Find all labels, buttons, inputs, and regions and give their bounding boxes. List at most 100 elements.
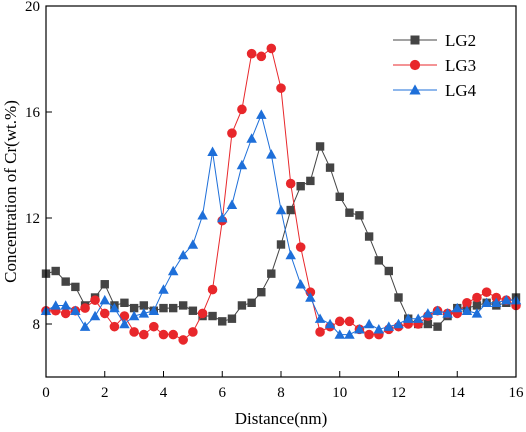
data-point [246,48,257,59]
series-layer [40,43,522,345]
data-point [432,305,443,315]
data-point [266,43,277,54]
data-point [394,293,403,302]
data-point [207,284,218,295]
data-point [296,182,305,191]
data-point [285,249,296,260]
series-lg2 [41,142,521,331]
data-point [51,266,60,276]
data-point [315,142,325,151]
legend-label: LG2 [445,31,476,50]
ticks-layer: 0 2 4 6 8 10 12 14 16 8 12 16 20 [25,0,524,401]
data-point [354,324,365,334]
data-point [90,295,100,305]
data-point [168,303,178,313]
data-point [227,314,237,323]
data-point [501,294,512,305]
data-point [208,311,217,321]
legend-marker [409,59,421,71]
data-point [257,288,266,297]
data-point [139,301,149,310]
data-point [89,310,101,321]
data-point [168,329,178,340]
data-point [120,298,129,307]
data-point [70,305,81,315]
data-point [285,178,296,189]
data-point [178,335,188,345]
data-point [491,297,502,307]
data-point [158,329,169,340]
data-point [267,269,276,278]
data-point [393,318,404,329]
data-point [314,313,326,323]
data-point [226,199,238,209]
data-point [295,279,306,289]
x-tick-label: 0 [42,385,50,401]
legend-marker [410,35,420,45]
data-point [266,149,277,159]
data-point [374,256,384,265]
data-point [158,284,169,294]
data-point [129,303,139,313]
data-point [472,301,482,310]
data-point [50,300,61,310]
data-point [364,232,374,241]
data-point [472,292,482,303]
data-point [237,104,247,115]
data-point [442,308,453,318]
data-point [373,324,385,334]
data-point [481,287,492,298]
y-tick-label: 8 [33,317,41,333]
data-point [128,310,140,321]
data-point [119,318,130,329]
data-point [236,159,248,170]
data-point [461,305,473,315]
data-point [315,327,325,337]
data-point [256,51,267,62]
data-point [237,301,247,310]
data-point [197,308,208,319]
x-tick-label: 16 [509,385,525,401]
data-point [247,298,256,307]
data-point [422,308,434,318]
x-tick-label: 10 [332,385,347,401]
data-point [334,329,345,339]
data-point [149,321,159,332]
legend-label: LG4 [445,81,477,100]
data-point [138,308,150,318]
data-point [324,318,336,329]
data-point [305,292,316,302]
series-lg4 [40,109,522,339]
data-point [325,163,335,172]
data-point [383,321,395,331]
data-point [276,83,286,93]
data-point [246,133,257,143]
data-point [109,302,120,313]
data-point [119,311,130,321]
data-point [197,210,208,220]
x-axis-title: Distance(nm) [235,409,328,428]
data-point [275,204,287,215]
data-point [306,176,315,186]
data-point [188,306,198,315]
y-axis-title: Concentration of Cr(wt.%) [1,100,20,283]
data-point [100,280,109,289]
legend-label: LG3 [445,56,476,75]
data-point [139,329,149,340]
data-point [295,242,306,252]
data-point [344,316,355,327]
data-point [129,327,139,337]
data-point [148,305,160,315]
data-point [227,128,237,138]
data-point [452,302,463,313]
y-tick-label: 20 [25,0,40,15]
legend-item-lg3: LG3 [393,56,476,75]
data-point [60,300,71,310]
x-tick-label: 8 [277,385,285,401]
legend: LG2 LG3 LG4 [393,31,477,100]
data-point [462,298,472,308]
x-tick-label: 6 [219,385,227,401]
legend-item-lg4: LG4 [393,81,477,100]
data-point [363,318,375,329]
